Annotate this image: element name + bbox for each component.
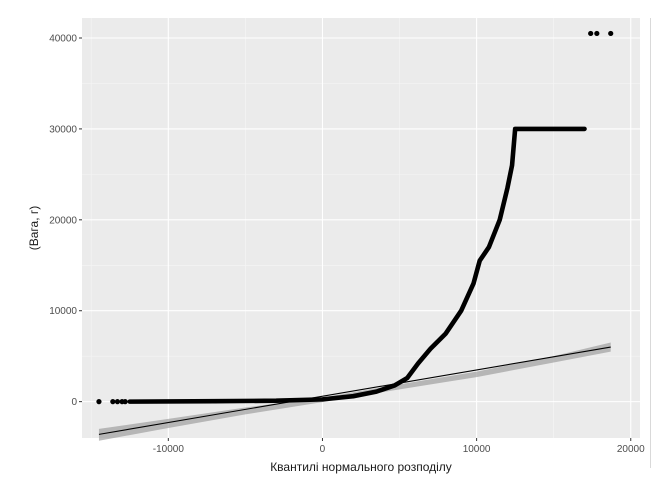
reference-line xyxy=(98,346,611,435)
x-axis-title: Квантилі нормального розподілу xyxy=(270,460,452,474)
x-tick-label: 20000 xyxy=(617,444,645,455)
outlier-point xyxy=(122,399,128,405)
confidence-band-layer xyxy=(98,342,611,441)
x-tick-label: 10000 xyxy=(463,444,491,455)
sample-points-layer xyxy=(127,126,587,404)
y-axis-title: (Вага, г) xyxy=(27,206,41,251)
right-edge-divider xyxy=(650,18,651,468)
outlier-point xyxy=(110,399,116,405)
confidence-band xyxy=(98,342,611,441)
outlier-point xyxy=(594,30,600,37)
x-tick-label: -10000 xyxy=(153,444,185,455)
panel-background xyxy=(82,18,640,438)
y-tick-label: 0 xyxy=(71,397,77,408)
x-axis-ticks: -10000 0 10000 20000 xyxy=(153,438,645,455)
x-tick-label: 0 xyxy=(320,444,326,455)
outlier-point xyxy=(114,399,121,405)
sample-points-curve xyxy=(127,126,587,404)
y-axis-ticks: 0 10000 20000 30000 40000 xyxy=(49,34,82,408)
y-tick-label: 40000 xyxy=(49,34,77,45)
minor-gridlines xyxy=(82,18,640,438)
major-gridlines xyxy=(82,18,640,438)
y-tick-label: 10000 xyxy=(49,306,77,317)
reference-line-layer xyxy=(98,346,611,435)
y-tick-label: 20000 xyxy=(49,215,77,226)
outlier-point xyxy=(96,399,102,405)
outlier-point xyxy=(608,30,614,37)
outlier-points-layer xyxy=(96,30,614,405)
y-tick-label: 30000 xyxy=(49,124,77,135)
outlier-point xyxy=(588,30,594,37)
